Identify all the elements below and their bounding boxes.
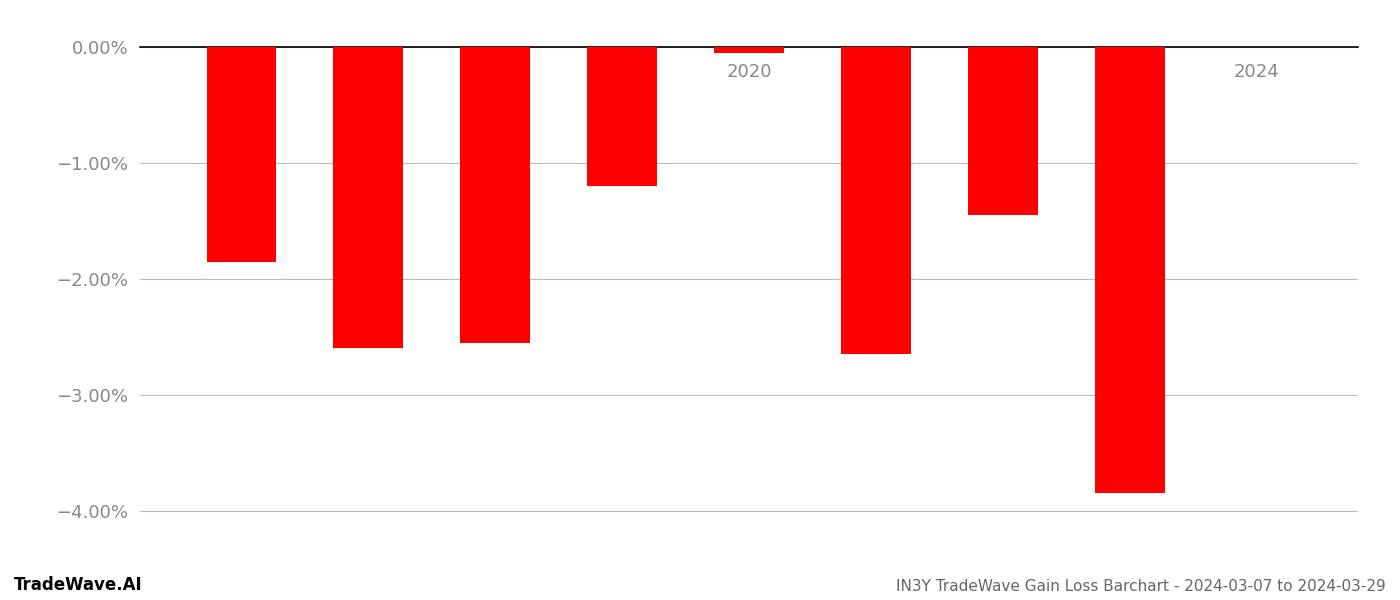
Text: IN3Y TradeWave Gain Loss Barchart - 2024-03-07 to 2024-03-29: IN3Y TradeWave Gain Loss Barchart - 2024… [896,579,1386,594]
Bar [587,47,657,187]
Bar [1095,47,1165,493]
Bar [841,47,911,354]
Bar [207,47,276,262]
Bar [333,47,403,349]
Bar [461,47,531,343]
Bar [967,47,1037,215]
Bar [714,47,784,53]
Text: TradeWave.AI: TradeWave.AI [14,576,143,594]
